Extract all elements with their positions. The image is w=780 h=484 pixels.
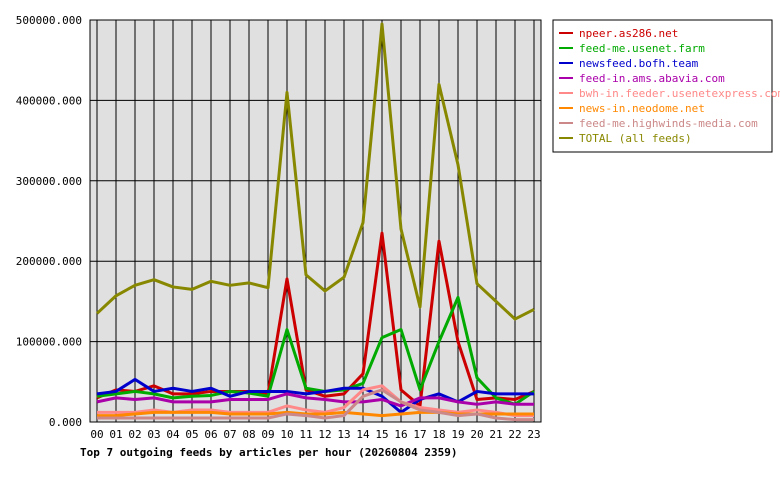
x-tick-label: 04: [166, 428, 180, 441]
chart-title: Top 7 outgoing feeds by articles per hou…: [80, 446, 458, 459]
x-tick-label: 06: [204, 428, 217, 441]
x-tick-label: 19: [451, 428, 464, 441]
x-tick-label: 16: [394, 428, 407, 441]
x-tick-label: 09: [261, 428, 274, 441]
series-line: [96, 377, 534, 414]
legend-label: feed-me.usenet.farm: [579, 42, 705, 55]
series-line: [95, 22, 535, 321]
x-tick-label: 02: [128, 428, 141, 441]
legend-box: [552, 19, 773, 153]
y-tick-label: 300000.000: [16, 175, 82, 188]
series-line: [96, 295, 535, 406]
x-tick-label: 18: [432, 428, 445, 441]
y-axis: 0.000 100000.000 200000.000 300000.000 40000…: [16, 14, 82, 429]
legend-label: npeer.as286.net: [579, 27, 678, 40]
legend-label: news-in.neodome.net: [579, 102, 705, 115]
x-tick-label: 20: [470, 428, 483, 441]
x-tick-label: 21: [489, 428, 502, 441]
y-tick-label: 500000.000: [16, 14, 82, 27]
x-tick-label: 13: [337, 428, 350, 441]
plot-border: [89, 19, 542, 423]
y-tick-label: 200000.000: [16, 255, 82, 268]
x-tick-label: 23: [527, 428, 540, 441]
x-tick-label: 12: [318, 428, 331, 441]
x-tick-label: 08: [242, 428, 255, 441]
x-tick-label: 14: [356, 428, 370, 441]
x-tick-label: 10: [280, 428, 293, 441]
x-tick-label: 07: [223, 428, 236, 441]
x-tick-label: 00: [90, 428, 103, 441]
x-tick-label: 01: [109, 428, 122, 441]
series-line: [96, 392, 534, 408]
legend-label: TOTAL (all feeds): [579, 132, 692, 145]
x-axis: 00 01 02 03 04 05 06 07 08 09 10 11 12 13 14 15 16 17 18 19…: [90, 428, 540, 441]
x-tick-label: 05: [185, 428, 198, 441]
y-tick-label: 100000.000: [16, 336, 82, 349]
x-tick-label: 17: [413, 428, 426, 441]
series-line: [97, 388, 534, 422]
legend-label: feed-in.ams.abavia.com: [579, 72, 725, 85]
x-tick-label: 11: [299, 428, 312, 441]
series-layer: [95, 22, 535, 422]
legend: npeer.as286.net feed-me.usenet.farm newsfe…: [552, 19, 780, 153]
legend-label: newsfeed.bofh.team: [579, 57, 699, 70]
legend-label: bwh-in.feeder.usenetexpress.com: [579, 87, 780, 100]
legend-label: feed-me.highwinds-media.com: [579, 117, 758, 130]
x-tick-label: 15: [375, 428, 388, 441]
y-tick-label: 0.000: [49, 416, 82, 429]
x-tick-label: 03: [147, 428, 160, 441]
x-tick-label: 22: [508, 428, 521, 441]
y-tick-label: 400000.000: [16, 94, 82, 107]
